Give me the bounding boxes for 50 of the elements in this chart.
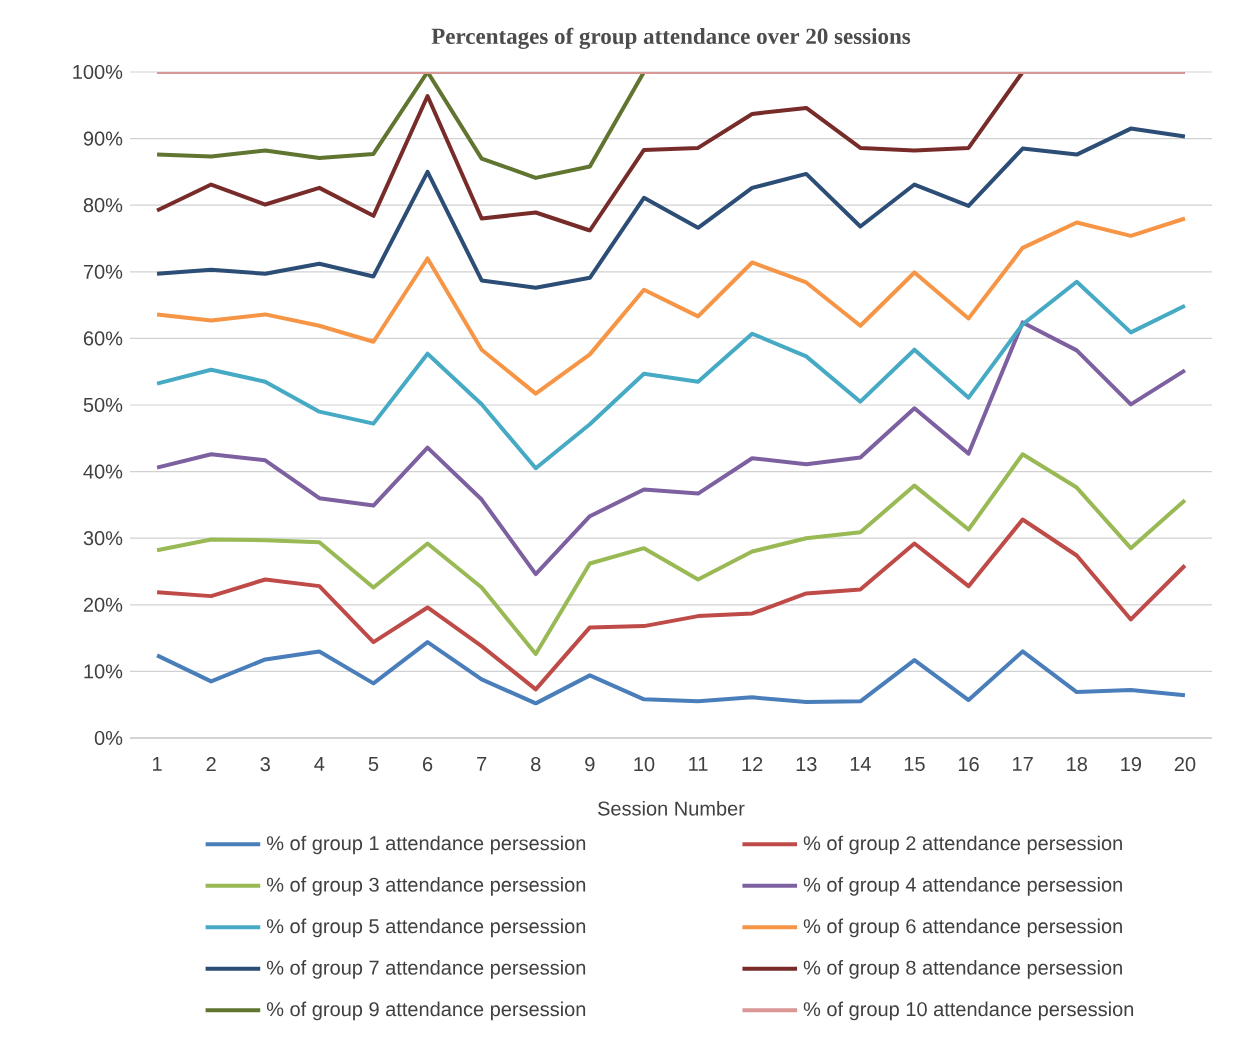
legend-label: % of group 6 attendance persession: [803, 918, 1122, 938]
x-tick-label: 20: [1174, 757, 1196, 772]
x-tick-label: 8: [531, 757, 541, 772]
line-series: [155, 640, 1187, 706]
x-tick-label: 6: [423, 757, 433, 772]
x-tick-label: 15: [904, 757, 925, 771]
y-tick-label: 80%: [83, 198, 123, 213]
x-tick-label: 10: [634, 757, 655, 772]
x-tick-label: 4: [314, 757, 325, 771]
legend-label: % of group 1 attendance persession: [266, 835, 586, 855]
y-tick-label: 70%: [83, 264, 123, 279]
x-axis-title: Session Number: [597, 800, 745, 816]
y-tick-label: 20%: [83, 597, 123, 612]
legend-label: % of group 4 attendance persession: [803, 877, 1122, 896]
line-series: [155, 216, 1187, 396]
x-tick-label: 11: [689, 757, 708, 771]
legend-label: % of group 5 attendance persession: [266, 918, 586, 938]
y-tick-label: 0%: [94, 730, 123, 746]
line-series: [155, 517, 1187, 692]
x-tick-label: 19: [1121, 757, 1142, 772]
legend-label: % of group 2 attendance persession: [803, 835, 1122, 855]
x-tick-label: 14: [850, 757, 871, 771]
y-tick-label: 60%: [83, 331, 123, 346]
legend-label: % of group 3 attendance persession: [266, 877, 586, 896]
y-tick-label: 10%: [84, 664, 123, 679]
legend-label: % of group 8 attendance persession: [803, 960, 1122, 979]
y-tick-label: 100%: [73, 64, 123, 80]
y-tick-label: 30%: [83, 531, 123, 546]
x-tick-label: 3: [260, 757, 270, 772]
x-tick-label: 18: [1067, 757, 1088, 772]
chart-title: Percentages of group attendance over 20 sessions: [431, 27, 911, 49]
x-tick-label: 17: [1013, 757, 1033, 771]
line-series: [155, 320, 1187, 577]
legend-label: % of group 10 attendance persession: [803, 1001, 1134, 1021]
x-tick-label: 7: [477, 757, 487, 771]
legend-label: % of group 9 attendance persession: [266, 1001, 586, 1021]
x-tick-label: 1: [153, 757, 162, 771]
y-tick-label: 40%: [83, 464, 123, 479]
x-tick-label: 9: [585, 757, 595, 772]
x-tick-label: 2: [206, 757, 216, 772]
legend-label: % of group 7 attendance persession: [266, 960, 586, 979]
x-tick-label: 16: [958, 757, 979, 772]
line-series: [155, 279, 1187, 471]
x-tick-label: 5: [368, 757, 379, 771]
line-series: [155, 452, 1187, 657]
y-tick-label: 50%: [83, 397, 123, 413]
x-tick-label: 13: [796, 757, 817, 772]
x-tick-label: 12: [742, 757, 763, 772]
line-series: [155, 126, 1187, 290]
y-tick-label: 90%: [83, 131, 123, 146]
